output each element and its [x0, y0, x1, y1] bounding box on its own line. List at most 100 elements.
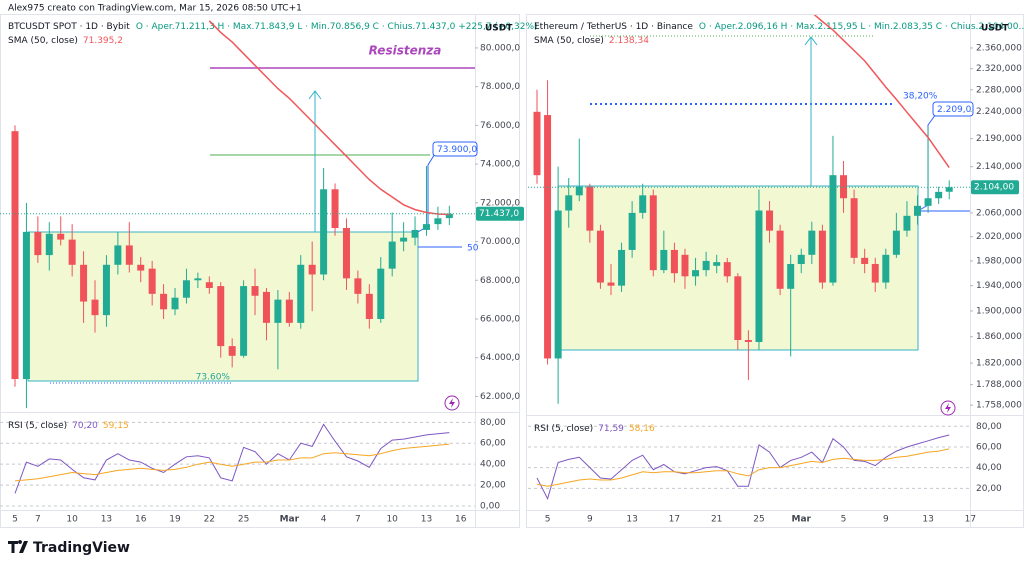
- candle-body: [240, 286, 248, 356]
- x-tick-label: 7: [355, 515, 361, 525]
- candle-body: [702, 260, 710, 271]
- rsi-legend: RSI (5, close) 70,20 59,15: [8, 421, 129, 431]
- candle-body: [422, 224, 430, 230]
- x-tick-label: 17: [965, 515, 976, 525]
- rsi-tick-label: 60,00: [976, 442, 1002, 452]
- candle-body: [262, 291, 270, 323]
- rsi-tick-label: 20,00: [480, 481, 506, 491]
- x-tick-label: 7: [35, 515, 41, 525]
- x-tick-label: 25: [753, 515, 764, 525]
- y-tick-label: 80.000,0: [480, 43, 520, 53]
- rsi-value: 58,16: [629, 424, 655, 434]
- x-tick-label: 13: [101, 515, 112, 525]
- candle-body: [160, 293, 168, 310]
- last-price-label: 2.104,00: [974, 183, 1014, 193]
- candle-body: [723, 262, 731, 277]
- candle-body: [544, 115, 552, 359]
- candle-body: [776, 230, 784, 289]
- candle-body: [331, 189, 339, 228]
- x-tick-label: 16: [135, 515, 147, 525]
- candle-body: [342, 227, 350, 279]
- candle-body: [935, 191, 943, 199]
- candle-body: [660, 249, 668, 271]
- sma-title: SMA (50, close): [534, 36, 604, 46]
- y-tick-label: 2.060,000: [976, 208, 1022, 218]
- rsi-tick-label: 80,00: [480, 418, 506, 428]
- rsi-title: RSI (5, close): [8, 421, 67, 431]
- candle-body: [411, 229, 419, 238]
- chart-header: BTCUSDT SPOT · 1D · Bybit O · Aper.71.211…: [8, 22, 538, 32]
- x-tick-label: 10: [66, 515, 78, 525]
- rsi-pane: [14, 423, 450, 494]
- candle-body: [861, 257, 869, 264]
- chart-title: BTCUSDT SPOT · 1D · Bybit: [8, 22, 130, 32]
- rsi-value: 70,20: [72, 421, 98, 431]
- candle-body: [681, 254, 689, 277]
- candle-body: [670, 249, 678, 274]
- x-tick-label: 5: [841, 515, 847, 525]
- candle-body: [628, 212, 636, 250]
- y-tick-label: 1.980,000: [976, 256, 1022, 266]
- candle-body: [649, 195, 657, 271]
- y-tick-label: 2.360,000: [976, 43, 1022, 53]
- x-tick-label: 21: [711, 515, 722, 525]
- y-tick-label: 1.788,000: [976, 380, 1022, 390]
- x-tick-label: 5: [12, 515, 18, 525]
- candle-body: [766, 210, 774, 231]
- candle-body: [251, 286, 259, 296]
- y-tick-label: 70.000,0: [480, 237, 520, 247]
- candle-body: [45, 233, 53, 256]
- candle-body: [274, 299, 282, 323]
- candle-body: [68, 239, 76, 265]
- candle-body: [808, 230, 816, 255]
- level-label: 50: [467, 244, 479, 254]
- candle-body: [533, 111, 541, 176]
- candle-body: [91, 299, 99, 316]
- candle-body: [171, 297, 179, 310]
- candle-body: [205, 282, 213, 289]
- alert-glyph: [945, 403, 951, 413]
- fib-label: 73.60%: [196, 373, 231, 383]
- alert-glyph: [449, 398, 455, 408]
- rsi-tick-label: 40,00: [480, 460, 506, 470]
- candle-body: [297, 264, 305, 323]
- x-tick-label: 5: [545, 515, 551, 525]
- candle-body: [586, 186, 594, 231]
- candle-body: [734, 276, 742, 341]
- sma-value: 71.395,2: [83, 36, 123, 46]
- candle-body: [840, 175, 848, 199]
- rsi-title: RSI (5, close): [534, 424, 593, 434]
- candle-body: [903, 215, 911, 231]
- candle-body: [445, 213, 453, 219]
- candle-body: [713, 262, 721, 266]
- candle-body: [850, 198, 858, 258]
- x-tick-label: 16: [455, 515, 467, 525]
- x-tick-label: 22: [204, 515, 215, 525]
- candle-body: [871, 263, 879, 283]
- candle-body: [924, 198, 932, 206]
- x-tick-label: 17: [669, 515, 680, 525]
- candle-body: [596, 230, 604, 283]
- candle-body: [818, 230, 826, 283]
- target-label: 73.900,0: [437, 145, 477, 155]
- candle-body: [692, 270, 700, 277]
- candle-body: [320, 189, 328, 275]
- logo-icon: [8, 540, 28, 553]
- candle-body: [639, 195, 647, 213]
- rsi-line: [14, 443, 450, 482]
- rsi-legend: RSI (5, close) 71,59 58,16: [534, 424, 655, 434]
- y-tick-label: 64.000,0: [480, 353, 520, 363]
- rsi-tick-label: 0,00: [480, 502, 500, 512]
- currency-label: USDT: [981, 24, 1009, 34]
- ohlc-values: O · Aper.2.096,16 H · Max.2.115,95 L · M…: [699, 22, 1024, 32]
- candle-body: [744, 340, 752, 342]
- x-tick-label: 25: [238, 515, 249, 525]
- x-tick-label: 4: [321, 515, 327, 525]
- rsi-line: [536, 448, 950, 487]
- sma-legend: SMA (50, close) 2.138,34: [534, 36, 649, 46]
- price-pane: [11, 20, 453, 409]
- chart-title: Ethereum / TetherUS · 1D · Binance: [534, 22, 693, 32]
- y-tick-label: 66.000,0: [480, 314, 520, 324]
- x-tick-label: 13: [626, 515, 637, 525]
- candle-body: [945, 187, 953, 192]
